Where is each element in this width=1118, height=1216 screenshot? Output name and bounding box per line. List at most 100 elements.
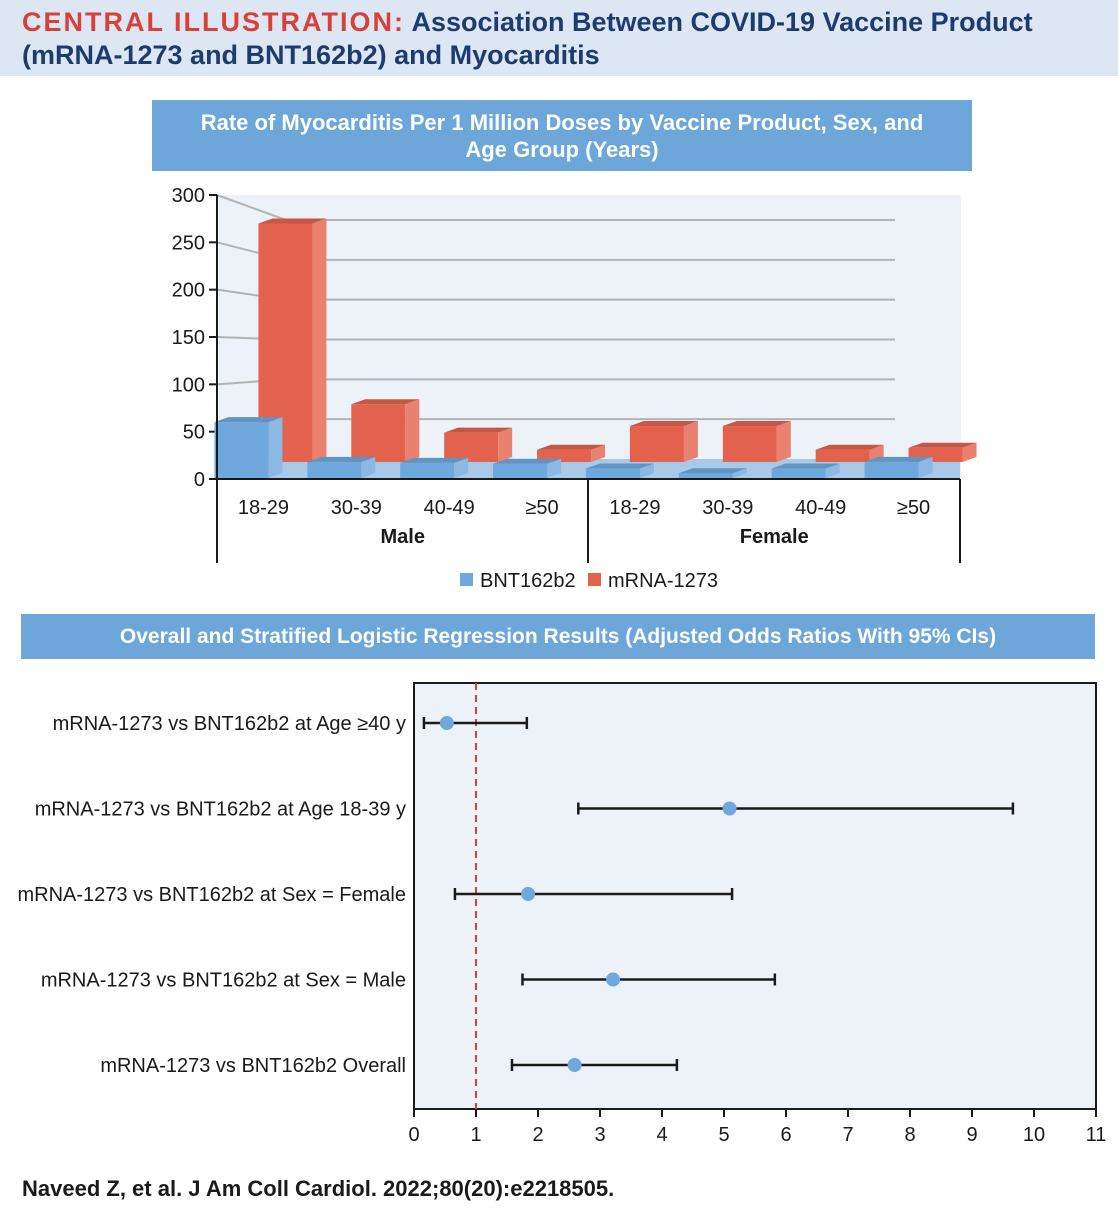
bar-face [678, 473, 733, 478]
bar-mrna-1273 [629, 421, 698, 462]
y-tick-label: 150 [172, 327, 205, 349]
x-tick-label: ≥50 [525, 497, 558, 519]
forest-row: mRNA-1273 vs BNT162b2 at Age ≥40 y [53, 713, 529, 735]
bar-top [351, 399, 420, 405]
bar-bnt162b2 [585, 463, 654, 478]
forest-row-label: mRNA-1273 vs BNT162b2 Overall [100, 1055, 406, 1077]
bar-top [400, 457, 469, 463]
header-label: CENTRAL ILLUSTRATION: [22, 7, 405, 37]
y-tick-label: 0 [194, 469, 205, 491]
bar-face [585, 468, 640, 478]
x-tick-label: 0 [408, 1124, 419, 1146]
bar-top [537, 444, 606, 450]
bar-side [732, 468, 747, 478]
bar-face [214, 422, 269, 478]
bar-top [771, 463, 840, 469]
bar-chart-title-band: Rate of Myocarditis Per 1 Million Doses … [152, 100, 972, 171]
bar-bnt162b2 [214, 417, 283, 478]
bar-mrna-1273 [444, 427, 513, 462]
header-title-line2: (mRNA-1273 and BNT162b2) and Myocarditis [22, 40, 600, 70]
bar-top [678, 468, 747, 474]
forest-row: mRNA-1273 vs BNT162b2 at Age 18-39 y [35, 799, 1015, 821]
forest-row-label: mRNA-1273 vs BNT162b2 at Sex = Female [17, 884, 406, 906]
x-tick-label: 40-49 [795, 497, 846, 519]
bar-face [400, 462, 455, 478]
citation: Naveed Z, et al. J Am Coll Cardiol. 2022… [22, 1176, 615, 1201]
x-tick-label: 10 [1023, 1124, 1045, 1146]
y-tick-label: 100 [172, 374, 205, 396]
bar-face [493, 463, 548, 478]
bar-side [918, 456, 933, 478]
bar-side [498, 427, 513, 462]
bar-side [405, 399, 420, 462]
forest-row-label: mRNA-1273 vs BNT162b2 at Age 18-39 y [35, 799, 406, 821]
x-tick-label: 8 [904, 1124, 915, 1146]
page-title: CENTRAL ILLUSTRATION: Association Betwee… [22, 6, 1112, 72]
x-tick-label: 1 [470, 1124, 481, 1146]
bar-side [547, 458, 562, 478]
header-title-line1: Association Between COVID-19 Vaccine Pro… [411, 7, 1033, 37]
x-tick-label: 18-29 [238, 497, 289, 519]
y-tick-label: 50 [183, 422, 205, 444]
bar-side [825, 463, 840, 478]
bar-face [307, 461, 362, 478]
bar-side [591, 444, 606, 462]
x-tick-label: 2 [532, 1124, 543, 1146]
bar-top [214, 417, 283, 423]
header-banner: CENTRAL ILLUSTRATION: Association Betwee… [0, 0, 1118, 76]
y-tick-label: 300 [172, 185, 205, 207]
bar-top [307, 456, 376, 462]
bar-bnt162b2 [864, 456, 933, 478]
x-tick-label: 30-39 [331, 497, 382, 519]
bar-side [268, 417, 283, 478]
bar-chart-legend: BNT162b2 mRNA-1273 [460, 570, 718, 592]
bar-top [908, 442, 977, 448]
bar-chart: 0 50 100 150 200 250 300 18-29 30-39 40-49 ≥50 18-2… [172, 185, 977, 592]
forest-plot-title: Overall and Stratified Logistic Regressi… [119, 625, 997, 648]
bar-top [629, 421, 698, 427]
bar-side [683, 421, 698, 462]
legend-label: BNT162b2 [480, 570, 576, 592]
x-tick-label: 6 [780, 1124, 791, 1146]
bar-side [776, 421, 791, 462]
bar-plot-background [219, 195, 961, 479]
bar-bnt162b2 [678, 468, 747, 478]
bar-side [312, 218, 327, 462]
bar-side [962, 442, 977, 462]
bar-mrna-1273 [722, 421, 791, 462]
x-tick-label: 7 [842, 1124, 853, 1146]
x-tick-label: 5 [718, 1124, 729, 1146]
bar-side [361, 456, 376, 478]
bar-mrna-1273 [815, 444, 884, 462]
x-tick-label: 11 [1086, 1124, 1107, 1146]
point-estimate [439, 716, 454, 730]
forest-row-label: mRNA-1273 vs BNT162b2 at Sex = Male [41, 970, 406, 992]
legend-swatch-bnt162b2 [460, 573, 473, 586]
legend-label: mRNA-1273 [608, 570, 718, 592]
gridline-diagonal [216, 194, 287, 221]
bar-bnt162b2 [771, 463, 840, 478]
bar-side [639, 463, 654, 478]
x-tick-label: ≥50 [897, 497, 930, 519]
point-estimate [606, 972, 621, 987]
forest-row: mRNA-1273 vs BNT162b2 at Sex = Male [41, 970, 777, 992]
x-tick-label: 4 [656, 1124, 667, 1146]
bar-mrna-1273 [908, 442, 977, 462]
bar-top [444, 427, 513, 433]
bar-face [722, 426, 777, 462]
forest-plot-title-band: Overall and Stratified Logistic Regressi… [21, 614, 1095, 659]
bar-face [771, 468, 826, 478]
bar-face [815, 449, 870, 462]
forest-row-label: mRNA-1273 vs BNT162b2 at Age ≥40 y [53, 713, 406, 735]
forest-plot: 0 1 2 3 4 5 6 7 8 9 10 11 mRNA-1273 vs BNT162b2 at A… [17, 682, 1107, 1146]
bar-top [815, 444, 884, 450]
bar-top [585, 463, 654, 469]
x-tick-label: 30-39 [702, 497, 753, 519]
bar-top [864, 456, 933, 462]
point-estimate [521, 887, 536, 901]
bar-chart-title: Rate of Myocarditis Per 1 Million Doses … [200, 110, 924, 162]
x-tick-label: 18-29 [609, 497, 660, 519]
bar-bnt162b2 [400, 457, 469, 478]
bar-mrna-1273 [351, 399, 420, 462]
point-estimate [567, 1058, 582, 1072]
